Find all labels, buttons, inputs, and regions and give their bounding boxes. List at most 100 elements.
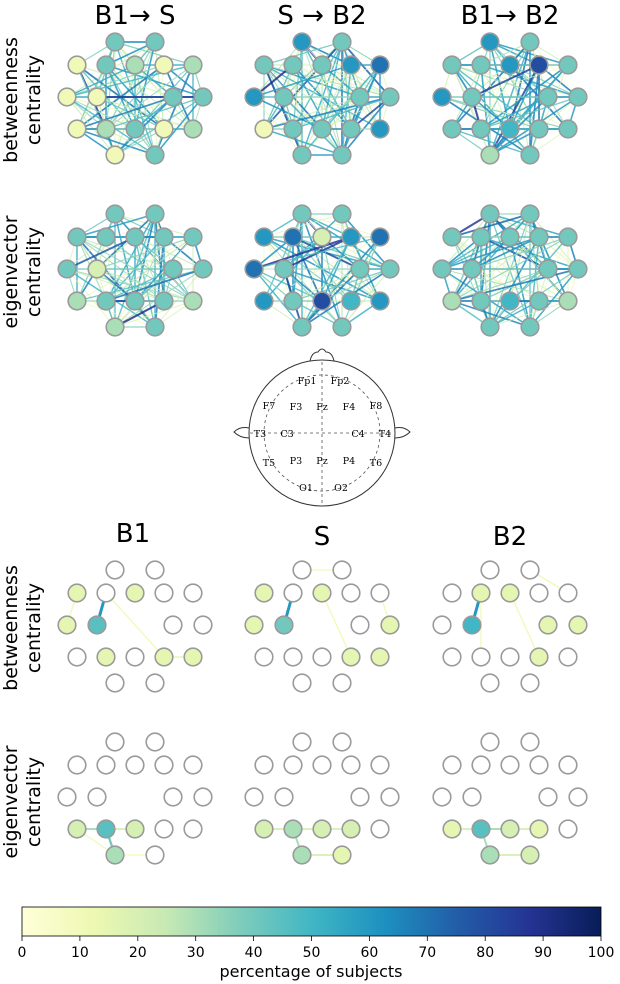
electrode-node-t4 [380,259,400,279]
network-edge [341,96,391,156]
electrode-node-fp2 [520,560,540,580]
electrode-node-c4 [163,787,183,807]
electrode-label-t4: T4 [379,429,391,440]
colorbar-tick-label: 70 [418,945,436,961]
electrode-node-fz [125,227,145,247]
electrode-node-c3 [274,87,294,107]
colorbar-tick-label: 10 [71,945,89,961]
top-title-b1-s: B1→ S [95,1,176,31]
electrode-node-f3 [96,227,116,247]
row-label-top-eigenvector-1: eigenvector [0,215,22,328]
electrode-node-fp1 [292,32,312,52]
network-edge [529,236,540,328]
network-edge [441,236,511,270]
electrode-node-f7 [254,227,274,247]
electrode-head-diagram: Fp1 Fp2 F7 F3 Fz F4 F8 T3 C3 C4 T4 T5 P3 Pz P4 T6 O1 O2 [233,348,411,507]
electrode-node-f8 [183,55,203,75]
electrode-node-c4 [163,615,183,635]
electrode-node-c4 [350,87,370,107]
electrode-node-f8 [183,755,203,775]
electrode-node-f8 [558,55,578,75]
electrode-node-f7 [67,583,87,603]
electrode-node-pz [500,119,520,139]
electrode-node-p3 [283,291,303,311]
electrode-node-t4 [193,259,213,279]
network-edge [154,268,204,328]
electrode-node-t6 [183,119,203,139]
network-panel-top-eigenvector-2 [244,204,400,337]
electrode-node-t4 [193,615,213,635]
electrode-node-fp1 [480,560,500,580]
electrode-node-c3 [87,615,107,635]
network-edge [66,64,194,98]
electrode-node-o1 [292,845,312,865]
electrode-node-o2 [145,673,165,693]
electrode-node-pz [125,647,145,667]
electrode-node-t4 [568,87,588,107]
electrode-node-f8 [558,227,578,247]
electrode-node-o1 [292,317,312,337]
electrode-node-fp1 [105,560,125,580]
electrode-node-p3 [96,819,116,839]
network-panel-top-betweenness-2 [244,32,400,165]
electrode-node-f4 [154,755,174,775]
network-edge [105,64,156,156]
electrode-node-pz [312,119,332,139]
bottom-title-b2: B2 [493,522,527,552]
network-edge [321,592,352,658]
network-edge [509,64,579,98]
electrode-node-t3 [432,615,452,635]
electrode-node-p3 [283,119,303,139]
network-edge [451,268,579,302]
network-edge [292,96,391,130]
electrode-node-t4 [568,787,588,807]
electrode-node-pz [500,819,520,839]
network-edge [301,236,352,328]
bottom-title-s: S [314,522,331,552]
electrode-node-c3 [274,259,294,279]
electrode-node-o2 [520,673,540,693]
bottom-title-b1: B1 [116,519,150,549]
electrode-node-t5 [254,647,274,667]
electrode-node-c4 [538,259,558,279]
electrode-node-fz [125,755,145,775]
electrode-node-p4 [341,819,361,839]
colorbar-tick-label: 30 [187,945,205,961]
network-edge [489,213,569,238]
electrode-node-fz [500,583,520,603]
network-panel-bottom-betweenness-3 [432,560,588,693]
electrode-node-o2 [332,317,352,337]
electrode-node-f8 [558,583,578,603]
electrode-node-t6 [183,647,203,667]
electrode-node-t5 [442,647,462,667]
electrode-node-fp2 [332,32,352,52]
electrode-node-p4 [341,291,361,311]
network-edge [105,96,174,130]
network-edge [509,592,540,658]
electrode-node-t6 [558,119,578,139]
electrode-node-fp2 [520,732,540,752]
network-edge [283,41,343,98]
electrode-node-p4 [154,291,174,311]
electrode-node-o1 [292,145,312,165]
electrode-node-c4 [538,787,558,807]
electrode-node-t3 [57,615,77,635]
electrode-node-t5 [67,647,87,667]
electrode-node-t5 [254,119,274,139]
electrode-node-t6 [183,291,203,311]
network-panel-top-eigenvector-3 [432,204,588,337]
network-edge [263,213,343,238]
electrode-node-t5 [67,819,87,839]
network-edge [529,268,579,328]
network-edge [263,96,361,130]
electrode-node-p4 [529,119,549,139]
electrode-node-o2 [332,845,352,865]
electrode-node-fp1 [105,32,125,52]
electrode-node-c4 [350,615,370,635]
electrode-node-p3 [96,647,116,667]
network-edge [114,300,194,328]
electrode-label-pz: Pz [316,456,327,467]
colorbar: 0 10 20 30 40 50 60 70 80 90 100 percentage of sub… [18,906,614,981]
electrode-node-t6 [370,819,390,839]
network-edge [253,236,352,270]
